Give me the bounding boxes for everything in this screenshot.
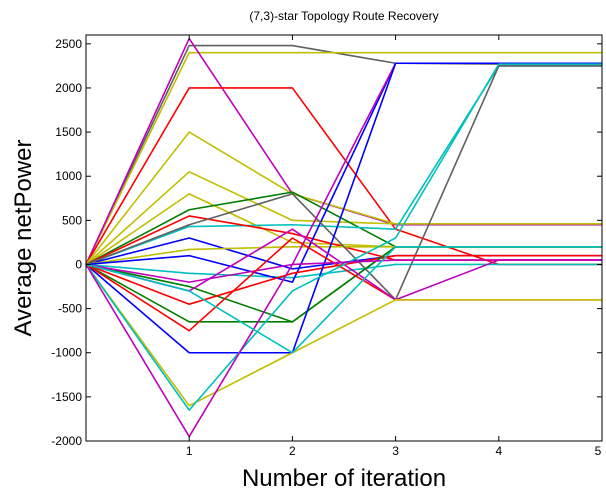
x-axis-label: Number of iteration xyxy=(242,465,446,492)
chart-title: (7,3)-star Topology Route Recovery xyxy=(249,9,438,23)
series-line-23 xyxy=(85,264,602,407)
x-tick-label: 5 xyxy=(595,444,602,458)
y-tick-label: 500 xyxy=(62,213,82,227)
y-tick-label: -1500 xyxy=(51,390,82,404)
axes-box xyxy=(85,34,603,442)
y-tick-label: -2000 xyxy=(51,434,82,448)
series-line-25 xyxy=(85,259,602,438)
x-tick-label: 1 xyxy=(186,444,193,458)
series-line-15 xyxy=(85,65,602,301)
x-tick-label: 4 xyxy=(495,444,502,458)
x-tick-label: 2 xyxy=(289,444,296,458)
y-tick-label: -500 xyxy=(58,302,82,316)
y-axis-label: Average netPower xyxy=(10,139,37,336)
plot-area xyxy=(86,35,602,441)
y-tick-label: 2000 xyxy=(55,81,82,95)
y-tick-label: 1000 xyxy=(55,169,82,183)
series-line-2 xyxy=(85,51,602,265)
y-tick-label: 1500 xyxy=(55,125,82,139)
y-tick-label: -1000 xyxy=(51,346,82,360)
series-layer xyxy=(85,37,602,438)
y-tick-label: 2500 xyxy=(55,37,82,51)
y-tick-label: 0 xyxy=(75,257,82,271)
tick-layer: 1 2 3 4 5 -2000 -1500 -1000 -500 0 500 1000 1500 2000… xyxy=(51,35,603,458)
series-line-26 xyxy=(85,246,602,354)
series-line-20 xyxy=(85,62,602,354)
series-line-6 xyxy=(85,171,602,266)
series-line-13 xyxy=(85,263,602,279)
x-tick-label: 3 xyxy=(392,444,399,458)
series-line-24 xyxy=(85,63,602,411)
